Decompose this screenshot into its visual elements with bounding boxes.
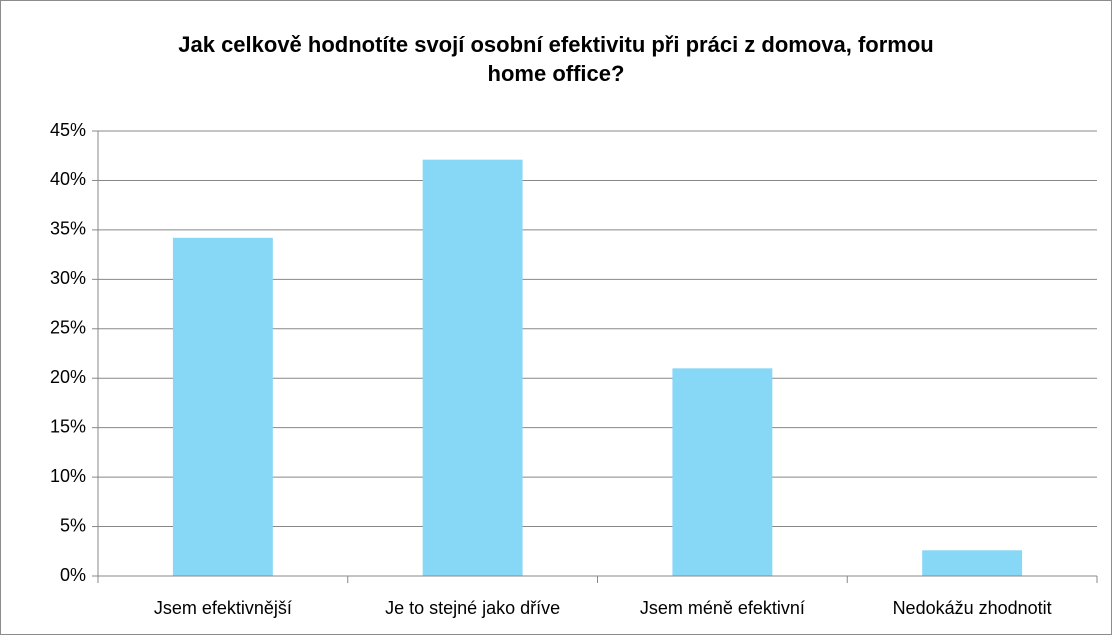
y-tick-label: 0% [60,565,86,585]
chart-title: Jak celkově hodnotíte svojí osobní efekt… [178,32,934,86]
y-tick-label: 40% [50,169,86,189]
x-tick-label: Jsem efektivnější [154,598,292,618]
y-tick-label: 15% [50,416,86,436]
bar [422,159,523,576]
y-tick-label: 20% [50,367,86,387]
bar [922,550,1023,576]
y-tick-label: 30% [50,268,86,288]
x-tick-label: Je to stejné jako dříve [385,598,560,618]
bar [672,368,773,576]
bar [172,237,273,577]
y-tick-label: 10% [50,466,86,486]
x-tick-label: Jsem méně efektivní [640,598,805,618]
y-tick-label: 25% [50,318,86,338]
y-tick-label: 35% [50,219,86,239]
x-tick-label: Nedokážu zhodnotit [893,598,1052,618]
y-tick-label: 45% [50,120,86,140]
y-tick-label: 5% [60,515,86,535]
